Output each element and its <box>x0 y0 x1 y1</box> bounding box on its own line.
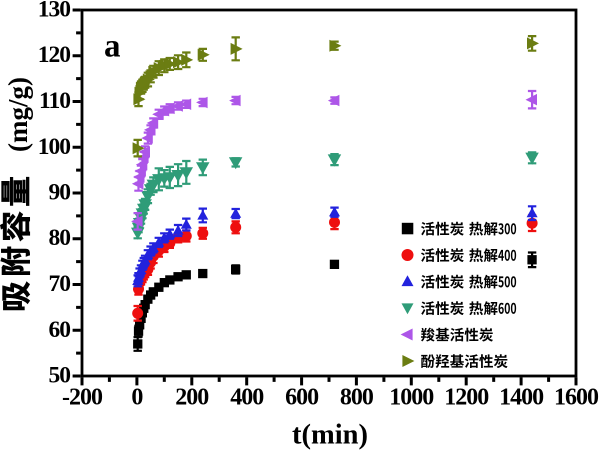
svg-text:100: 100 <box>38 134 71 160</box>
svg-text:60: 60 <box>49 317 71 343</box>
svg-text:800: 800 <box>340 385 374 411</box>
svg-text:70: 70 <box>49 271 71 297</box>
svg-text:1200: 1200 <box>444 385 489 411</box>
svg-text:600: 600 <box>285 385 319 411</box>
svg-text:-200: -200 <box>62 385 103 411</box>
svg-text:110: 110 <box>39 88 70 114</box>
svg-text:t(min): t(min) <box>292 420 368 451</box>
svg-text:1400: 1400 <box>499 385 544 411</box>
svg-text:50: 50 <box>49 363 71 389</box>
svg-text:120: 120 <box>38 42 71 68</box>
svg-text:80: 80 <box>49 225 71 251</box>
svg-text:0: 0 <box>131 385 143 411</box>
svg-text:400: 400 <box>230 385 264 411</box>
svg-text:1000: 1000 <box>389 385 434 411</box>
svg-text:(mg/g): (mg/g) <box>3 77 33 152</box>
svg-text:130: 130 <box>38 0 71 23</box>
svg-text:90: 90 <box>49 180 71 206</box>
svg-text:1600: 1600 <box>554 385 599 411</box>
svg-text:a: a <box>104 29 121 65</box>
svg-text:200: 200 <box>175 385 209 411</box>
